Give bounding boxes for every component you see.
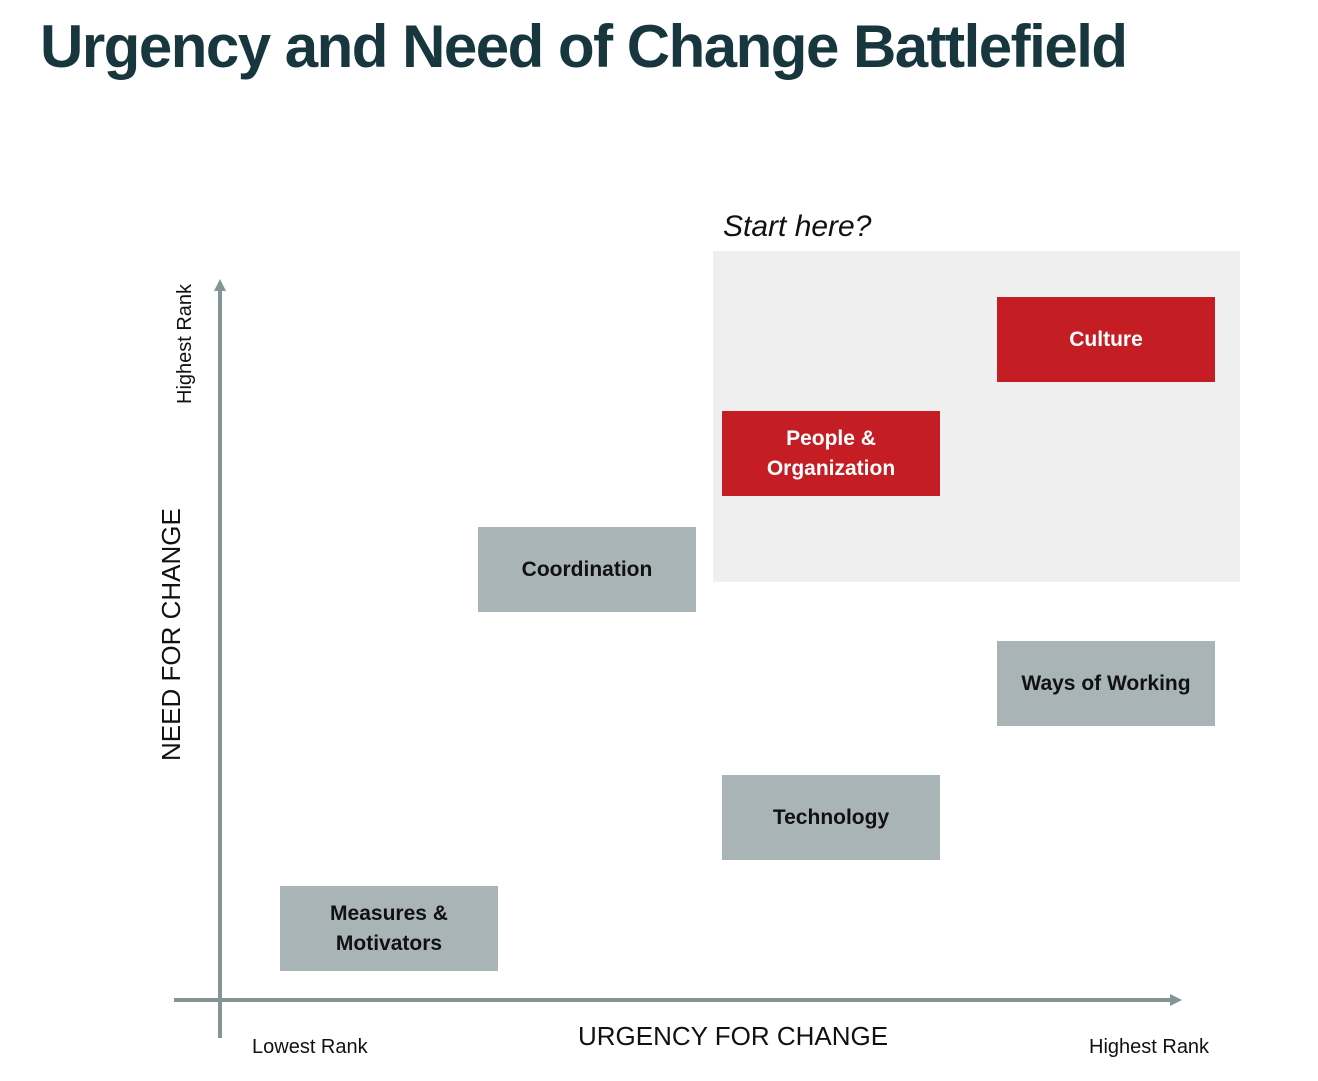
item-technology: Technology — [722, 775, 940, 860]
y-axis-title: NEED FOR CHANGE — [156, 508, 186, 761]
item-measures-motivators: Measures & Motivators — [280, 886, 498, 971]
item-label: Culture — [1069, 327, 1143, 351]
y-axis-arrow-icon — [214, 279, 226, 291]
x-axis-title: URGENCY FOR CHANGE — [578, 1021, 889, 1051]
x-axis-arrow-icon — [1170, 994, 1182, 1006]
item-label: Coordination — [521, 557, 653, 581]
item-culture: Culture — [997, 297, 1215, 382]
page-title: Urgency and Need of Change Battlefield — [40, 13, 1128, 80]
item-label: People & Organization — [766, 426, 896, 480]
item-label: Ways of Working — [1021, 671, 1191, 695]
x-axis-right-label: Highest Rank — [1089, 1036, 1210, 1058]
x-axis-left-label: Lowest Rank — [252, 1036, 368, 1058]
item-label: Measures & Motivators — [330, 901, 448, 955]
x-axis-line — [174, 998, 1172, 1002]
y-axis-line — [218, 290, 222, 1038]
item-coordination: Coordination — [478, 527, 696, 612]
item-ways-of-working: Ways of Working — [997, 641, 1215, 726]
start-here-label: Start here? — [723, 210, 872, 243]
item-people-organization: People & Organization — [722, 411, 940, 496]
y-axis-top-label: Highest Rank — [174, 283, 196, 404]
item-label: Technology — [772, 805, 890, 829]
